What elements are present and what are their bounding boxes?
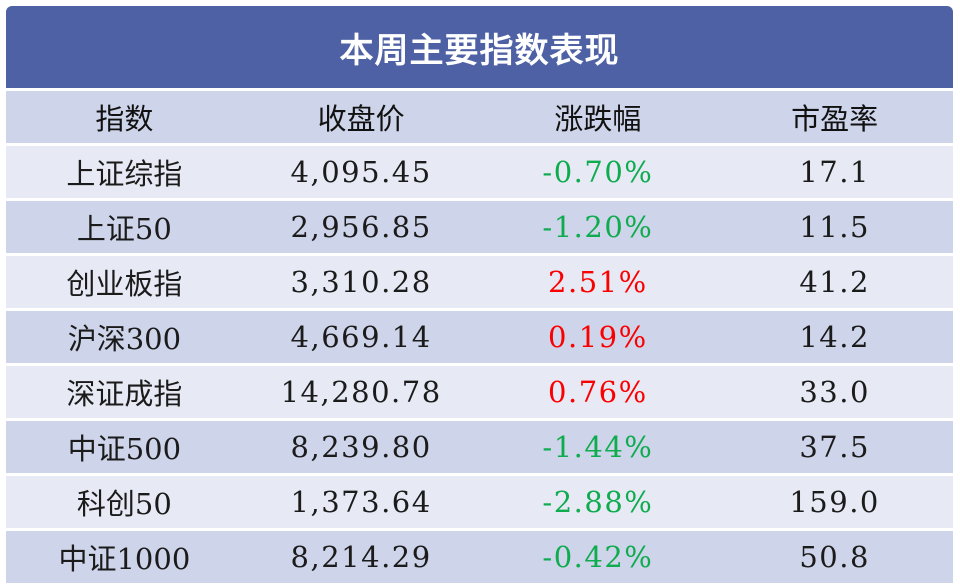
index-name-cell: 中证500 bbox=[67, 432, 182, 466]
change-percent-cell: 0.19% bbox=[548, 320, 648, 354]
change-percent-cell: -0.70% bbox=[542, 155, 654, 189]
col-header-pe: 市盈率 bbox=[791, 102, 879, 136]
pe-ratio-cell: 17.1 bbox=[799, 155, 870, 189]
close-price-cell: 1,373.64 bbox=[290, 485, 432, 519]
change-percent-cell: 0.76% bbox=[548, 375, 648, 409]
index-name-cell: 上证50 bbox=[76, 212, 172, 246]
close-price-cell: 4,095.45 bbox=[290, 155, 432, 189]
table-row: 科创50 1,373.64 -2.88% 159.0 bbox=[6, 476, 953, 528]
table-row: 创业板指 3,310.28 2.51% 41.2 bbox=[6, 256, 953, 308]
pe-ratio-cell: 33.0 bbox=[799, 375, 870, 409]
close-price-cell: 2,956.85 bbox=[290, 210, 432, 244]
close-price-cell: 8,239.80 bbox=[290, 430, 432, 464]
col-header-index: 指数 bbox=[95, 102, 154, 136]
index-name-cell: 创业板指 bbox=[66, 267, 183, 301]
col-header-change: 涨跌幅 bbox=[554, 102, 642, 136]
table-row: 上证50 2,956.85 -1.20% 11.5 bbox=[6, 201, 953, 253]
table-header-row: 指数 收盘价 涨跌幅 市盈率 bbox=[6, 91, 953, 143]
index-name-cell: 科创50 bbox=[76, 487, 172, 521]
index-name-cell: 上证综指 bbox=[66, 157, 183, 191]
change-percent-cell: -1.20% bbox=[542, 210, 654, 244]
pe-ratio-cell: 50.8 bbox=[799, 540, 870, 574]
pe-ratio-cell: 14.2 bbox=[799, 320, 870, 354]
close-price-cell: 3,310.28 bbox=[290, 265, 432, 299]
close-price-cell: 8,214.29 bbox=[290, 540, 432, 574]
change-percent-cell: -2.88% bbox=[542, 485, 654, 519]
index-name-cell: 深证成指 bbox=[66, 377, 183, 411]
title-bar: 本周主要指数表现 bbox=[6, 6, 953, 88]
change-percent-cell: -1.44% bbox=[542, 430, 654, 464]
pe-ratio-cell: 37.5 bbox=[799, 430, 870, 464]
table-row: 中证500 8,239.80 -1.44% 37.5 bbox=[6, 421, 953, 473]
pe-ratio-cell: 11.5 bbox=[799, 210, 870, 244]
pe-ratio-cell: 41.2 bbox=[799, 265, 870, 299]
table-body: 上证综指 4,095.45 -0.70% 17.1 上证50 2,956.85 -1.20%… bbox=[6, 146, 953, 583]
index-name-cell: 沪深300 bbox=[67, 322, 182, 356]
table-row: 深证成指 14,280.78 0.76% 33.0 bbox=[6, 366, 953, 418]
change-percent-cell: -0.42% bbox=[542, 540, 654, 574]
change-percent-cell: 2.51% bbox=[548, 265, 648, 299]
table-row: 中证1000 8,214.29 -0.42% 50.8 bbox=[6, 531, 953, 583]
close-price-cell: 14,280.78 bbox=[280, 375, 442, 409]
index-name-cell: 中证1000 bbox=[58, 542, 191, 576]
close-price-cell: 4,669.14 bbox=[290, 320, 432, 354]
page-title: 本周主要指数表现 bbox=[339, 30, 620, 71]
table-row: 上证综指 4,095.45 -0.70% 17.1 bbox=[6, 146, 953, 198]
index-performance-card: 本周主要指数表现 指数 收盘价 涨跌幅 市盈率 上证综指 4,095.45 -0.7… bbox=[6, 6, 953, 584]
pe-ratio-cell: 159.0 bbox=[789, 485, 880, 519]
table-row: 沪深300 4,669.14 0.19% 14.2 bbox=[6, 311, 953, 363]
col-header-close: 收盘价 bbox=[317, 102, 405, 136]
